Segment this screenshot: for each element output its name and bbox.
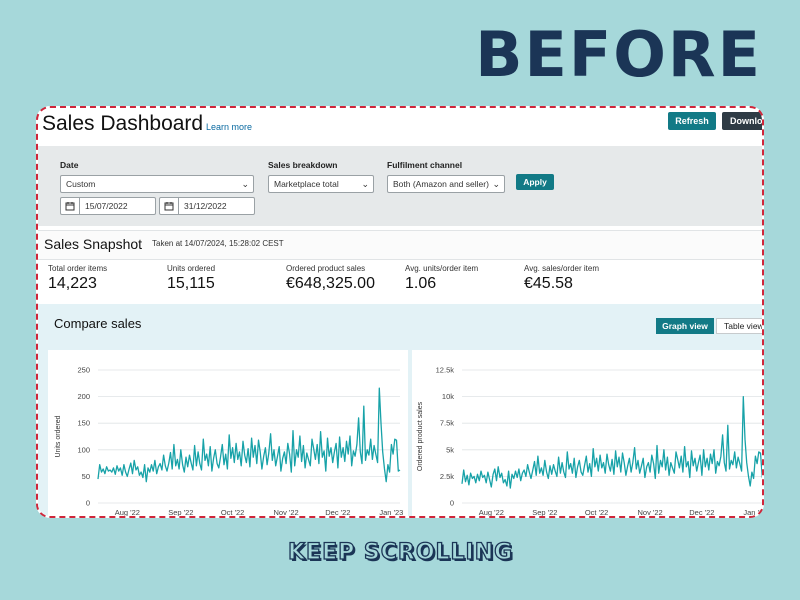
apply-button[interactable]: Apply — [516, 174, 554, 190]
metric-value: €648,325.00 — [286, 275, 375, 292]
y-tick-label: 150 — [77, 419, 90, 428]
ordered-product-sales-chart: 0 2.5k 5k 7.5k 10k 12.5k Aug '22 Sep '22 Oct '22… — [412, 350, 764, 517]
date-range-value: Custom — [66, 179, 96, 189]
learn-more-link[interactable]: Learn more — [206, 122, 253, 132]
y-tick-label: 2.5k — [440, 472, 454, 481]
chevron-down-icon: ⌄ — [361, 179, 369, 189]
y-axis-label: Ordered product sales — [417, 401, 424, 471]
x-tick-label: Sep '22 — [168, 508, 193, 517]
x-tick-label: Jan '23 — [379, 508, 403, 517]
calendar-icon — [160, 198, 179, 214]
x-tick-label: Dec '22 — [325, 508, 350, 517]
metric-label: Avg. units/order item — [405, 264, 479, 273]
graph-view-tab[interactable]: Graph view — [656, 318, 714, 334]
y-tick-label: 7.5k — [440, 419, 454, 428]
metric-value: 14,223 — [48, 275, 97, 292]
end-date-value: 31/12/2022 — [184, 201, 227, 211]
y-tick-label: 50 — [82, 472, 90, 481]
table-view-tab[interactable]: Table view — [716, 318, 762, 334]
x-tick-label: Aug '22 — [479, 508, 504, 517]
x-tick-label: Nov '22 — [274, 508, 299, 517]
metric-label: Ordered product sales — [286, 264, 366, 273]
compare-sales-section: Compare sales Graph view Table view 0 50 1… — [38, 304, 762, 516]
keep-scrolling-caption: KEEP SCROLLING — [287, 539, 514, 565]
metric-value: €45.58 — [524, 275, 573, 292]
metric-value: 1.06 — [405, 275, 437, 292]
metric-avg-sales-per-order-item: Avg. sales/order item €45.58 — [524, 264, 599, 293]
x-tick-label: Nov '22 — [638, 508, 663, 517]
fulfilment-value: Both (Amazon and seller) — [393, 179, 489, 189]
x-tick-label: Jan '23 — [743, 508, 764, 517]
metric-ordered-product-sales: Ordered product sales €648,325.00 — [286, 264, 375, 293]
download-button[interactable]: Downloa — [722, 112, 762, 130]
y-tick-label: 10k — [442, 392, 454, 401]
x-tick-label: Dec '22 — [689, 508, 714, 517]
chevron-down-icon: ⌄ — [492, 179, 500, 189]
metric-avg-units-per-order-item: Avg. units/order item 1.06 — [405, 264, 478, 293]
metric-units-ordered: Units ordered 15,115 — [167, 264, 215, 293]
metric-value: 15,115 — [167, 275, 215, 292]
sales-snapshot-header: Sales Snapshot Taken at 14/07/2024, 15:2… — [38, 230, 762, 260]
filters-panel: Date Custom ⌄ 15/07/2022 31/12/2022 Sale… — [38, 146, 762, 226]
units-ordered-chart: 0 50 100 150 200 250 Aug '22 Sep '22 Oct '22 Nov … — [48, 350, 408, 517]
metric-label: Units ordered — [167, 264, 216, 273]
breakdown-value: Marketplace total — [274, 179, 339, 189]
x-tick-label: Oct '22 — [585, 508, 609, 517]
metric-label: Avg. sales/order item — [524, 264, 599, 273]
date-label: Date — [60, 160, 79, 170]
start-date-field[interactable]: 15/07/2022 — [60, 197, 156, 215]
start-date-value: 15/07/2022 — [85, 201, 128, 211]
page-title: Sales Dashboard — [42, 112, 204, 135]
y-tick-label: 200 — [77, 392, 90, 401]
series-line — [461, 395, 762, 489]
y-tick-label: 0 — [450, 499, 454, 508]
fulfilment-channel-select[interactable]: Both (Amazon and seller) ⌄ — [387, 175, 505, 193]
snapshot-title: Sales Snapshot — [44, 236, 143, 252]
breakdown-label: Sales breakdown — [268, 160, 338, 170]
y-tick-label: 5k — [446, 445, 454, 454]
date-range-select[interactable]: Custom ⌄ — [60, 175, 254, 193]
y-tick-label: 0 — [86, 499, 90, 508]
y-tick-label: 250 — [77, 366, 90, 375]
calendar-icon — [61, 198, 80, 214]
snapshot-timestamp: Taken at 14/07/2024, 15:28:02 CEST — [152, 239, 284, 248]
metric-total-order-items: Total order items 14,223 — [48, 264, 107, 293]
refresh-button[interactable]: Refresh — [668, 112, 716, 130]
x-tick-label: Aug '22 — [115, 508, 140, 517]
compare-sales-title: Compare sales — [54, 316, 142, 331]
chevron-down-icon: ⌄ — [241, 179, 249, 189]
units-ordered-line-chart: 0 50 100 150 200 250 Aug '22 Sep '22 Oct '22 Nov … — [55, 366, 403, 517]
sales-breakdown-select[interactable]: Marketplace total ⌄ — [268, 175, 374, 193]
x-tick-label: Oct '22 — [221, 508, 245, 517]
dashboard-screenshot: Sales Dashboard Learn more Refresh Downl… — [36, 106, 764, 518]
x-tick-label: Sep '22 — [532, 508, 557, 517]
before-heading: BEFORE — [475, 18, 762, 91]
y-tick-label: 100 — [77, 445, 90, 454]
y-tick-label: 12.5k — [436, 366, 455, 375]
fulfilment-label: Fulfilment channel — [387, 160, 463, 170]
metric-label: Total order items — [48, 264, 108, 273]
series-line — [97, 387, 401, 483]
ordered-product-sales-line-chart: 0 2.5k 5k 7.5k 10k 12.5k Aug '22 Sep '22 Oct '22… — [417, 366, 764, 517]
end-date-field[interactable]: 31/12/2022 — [159, 197, 255, 215]
y-axis-label: Units ordered — [55, 415, 62, 457]
